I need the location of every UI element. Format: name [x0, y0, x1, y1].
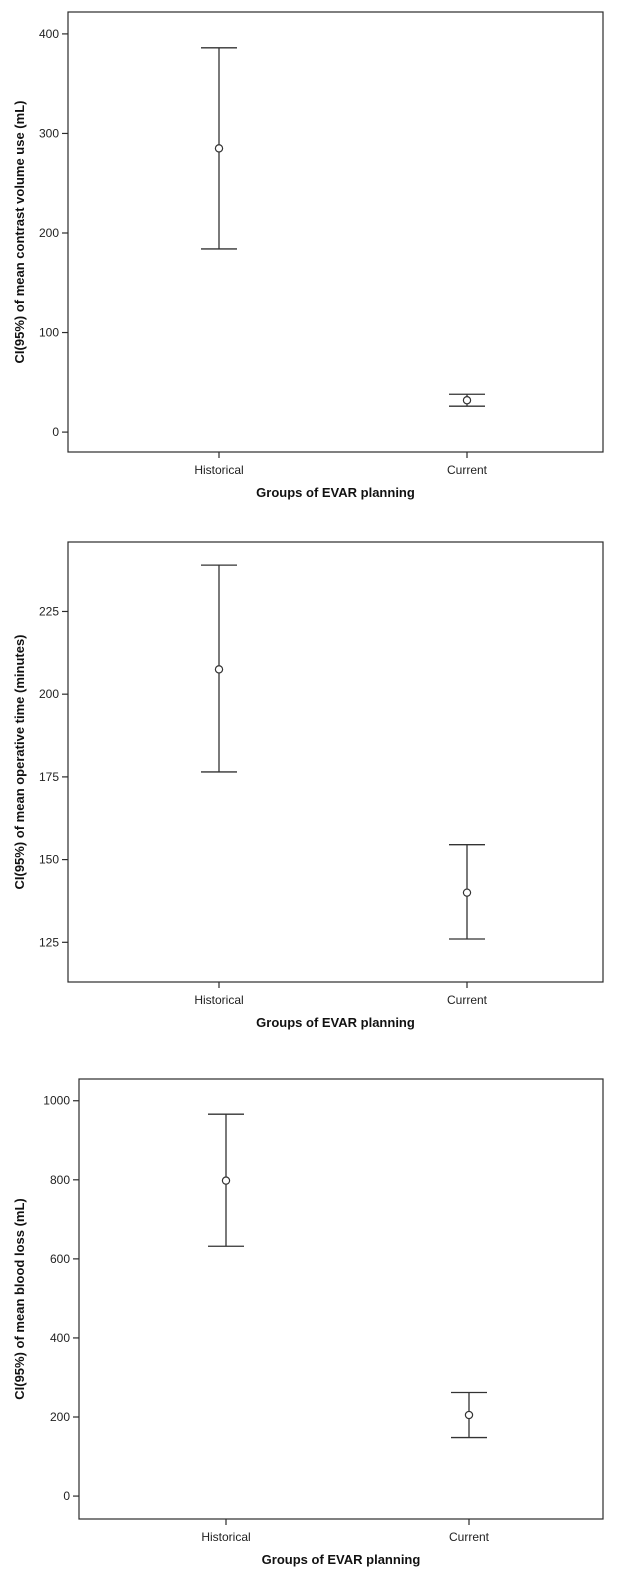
y-tick-label: 600 [50, 1252, 70, 1266]
plot-frame [78, 1078, 604, 1520]
mean-point [214, 144, 224, 153]
x-axis-title: Groups of EVAR planning [262, 1552, 421, 1567]
chart-contrast-volume: 0 100 200 300 400 Historical Current Groups of … [12, 11, 604, 500]
mean-point [462, 888, 472, 897]
y-axis-title: CI(95%) of mean blood loss (mL) [12, 1198, 27, 1400]
y-tick-label: 125 [39, 935, 59, 949]
x-tick-label: Historical [201, 1530, 250, 1544]
x-axis-title: Groups of EVAR planning [256, 485, 415, 500]
y-tick-label: 100 [39, 326, 59, 340]
plot-frame [67, 541, 604, 983]
x-axis-title: Groups of EVAR planning [256, 1015, 415, 1030]
y-tick-label: 150 [39, 853, 59, 867]
y-tick-label: 0 [52, 425, 59, 439]
y-tick-label: 200 [39, 687, 59, 701]
chart-blood-loss: 0 200 400 600 800 1000 Historical Current Groups… [12, 1078, 604, 1567]
y-tick-label: 225 [39, 604, 59, 618]
y-tick-label: 300 [39, 126, 59, 140]
y-axis-title: CI(95%) of mean contrast volume use (mL) [12, 101, 27, 364]
mean-point [221, 1176, 231, 1185]
y-tick-label: 400 [50, 1331, 70, 1345]
y-tick-label: 1000 [43, 1094, 70, 1108]
mean-point [464, 1410, 474, 1420]
y-tick-label: 200 [50, 1410, 70, 1424]
x-tick-label: Current [447, 463, 488, 477]
x-tick-label: Historical [194, 463, 243, 477]
x-tick-label: Current [449, 1530, 490, 1544]
mean-point [214, 665, 224, 674]
y-axis-title: CI(95%) of mean operative time (minutes) [12, 635, 27, 890]
plot-frame [67, 11, 604, 453]
y-tick-label: 200 [39, 226, 59, 240]
y-tick-label: 800 [50, 1173, 70, 1187]
y-tick-label: 0 [63, 1489, 70, 1503]
mean-point [462, 396, 472, 405]
x-tick-label: Historical [194, 993, 243, 1007]
x-tick-label: Current [447, 993, 488, 1007]
y-tick-label: 400 [39, 27, 59, 41]
chart-operative-time: 125 150 175 200 225 Historical Current Groups o… [12, 541, 604, 1030]
y-tick-label: 175 [39, 770, 59, 784]
